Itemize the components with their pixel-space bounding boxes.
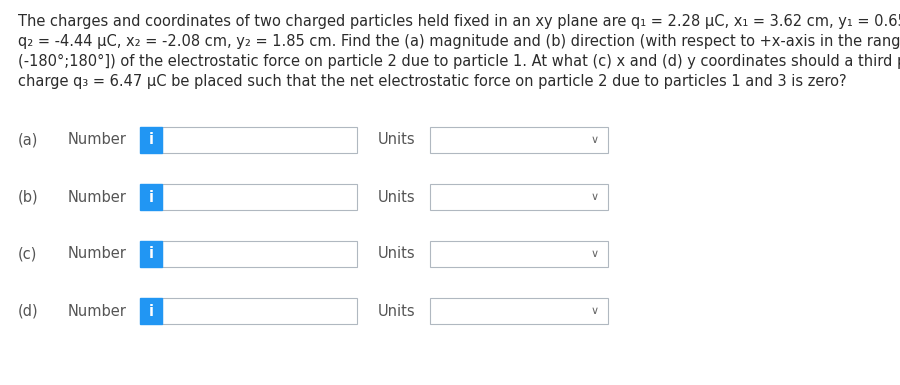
Text: Units: Units bbox=[378, 246, 416, 261]
Text: ∨: ∨ bbox=[591, 135, 599, 145]
Text: ∨: ∨ bbox=[591, 306, 599, 316]
FancyBboxPatch shape bbox=[162, 241, 357, 267]
Text: Number: Number bbox=[68, 132, 127, 147]
Text: Number: Number bbox=[68, 246, 127, 261]
Text: ∨: ∨ bbox=[591, 192, 599, 202]
Text: Units: Units bbox=[378, 189, 416, 204]
FancyBboxPatch shape bbox=[430, 127, 608, 153]
FancyBboxPatch shape bbox=[430, 241, 608, 267]
FancyBboxPatch shape bbox=[430, 184, 608, 210]
FancyBboxPatch shape bbox=[140, 241, 162, 267]
Text: Units: Units bbox=[378, 132, 416, 147]
Text: (d): (d) bbox=[18, 303, 39, 318]
Text: i: i bbox=[148, 132, 154, 147]
Text: ∨: ∨ bbox=[591, 249, 599, 259]
FancyBboxPatch shape bbox=[140, 184, 162, 210]
Text: i: i bbox=[148, 246, 154, 261]
Text: i: i bbox=[148, 303, 154, 318]
Text: i: i bbox=[148, 189, 154, 204]
Text: Number: Number bbox=[68, 189, 127, 204]
Text: charge q₃ = 6.47 µC be placed such that the net electrostatic force on particle : charge q₃ = 6.47 µC be placed such that … bbox=[18, 74, 847, 89]
Text: Units: Units bbox=[378, 303, 416, 318]
FancyBboxPatch shape bbox=[140, 127, 162, 153]
Text: q₂ = -4.44 µC, x₂ = -2.08 cm, y₂ = 1.85 cm. Find the (a) magnitude and (b) direc: q₂ = -4.44 µC, x₂ = -2.08 cm, y₂ = 1.85 … bbox=[18, 34, 900, 49]
Text: (c): (c) bbox=[18, 246, 38, 261]
Text: (a): (a) bbox=[18, 132, 39, 147]
FancyBboxPatch shape bbox=[162, 298, 357, 324]
Text: (-180°;180°]) of the electrostatic force on particle 2 due to particle 1. At wha: (-180°;180°]) of the electrostatic force… bbox=[18, 54, 900, 69]
FancyBboxPatch shape bbox=[162, 127, 357, 153]
FancyBboxPatch shape bbox=[430, 298, 608, 324]
Text: Number: Number bbox=[68, 303, 127, 318]
FancyBboxPatch shape bbox=[140, 298, 162, 324]
Text: (b): (b) bbox=[18, 189, 39, 204]
Text: The charges and coordinates of two charged particles held fixed in an xy plane a: The charges and coordinates of two charg… bbox=[18, 14, 900, 29]
FancyBboxPatch shape bbox=[162, 184, 357, 210]
